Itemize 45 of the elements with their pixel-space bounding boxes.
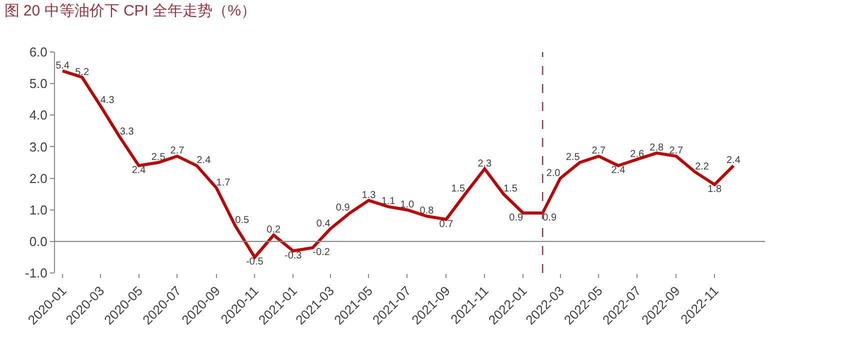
data-label: 0.8 — [420, 206, 434, 217]
data-label: 2.4 — [196, 155, 212, 166]
data-label: 2.5 — [151, 152, 166, 163]
data-label: 0.9 — [542, 212, 557, 224]
data-label: -0.5 — [246, 256, 264, 268]
data-label: 2.4 — [132, 165, 146, 176]
data-label: 2.7 — [669, 146, 684, 157]
data-label: 2.0 — [546, 168, 561, 179]
data-label: 3.3 — [120, 126, 134, 138]
data-label: 0.9 — [336, 202, 350, 214]
data-label: 0.5 — [235, 215, 250, 226]
data-label: 1.8 — [708, 184, 722, 196]
chart-title: 图 20 中等油价下 CPI 全年走势（%） — [4, 2, 256, 20]
data-label: 4.3 — [100, 95, 115, 106]
data-label: 2.4 — [726, 155, 741, 166]
data-label: 5.4 — [56, 60, 70, 72]
data-label: 2.4 — [611, 165, 626, 176]
data-label: 2.7 — [592, 146, 606, 157]
data-label: 0.7 — [439, 218, 454, 230]
data-label: 1.7 — [216, 177, 231, 188]
data-label: -0.2 — [312, 247, 330, 258]
y-tick-label: 1.0 — [29, 202, 48, 218]
y-tick-label: 2.0 — [29, 170, 48, 186]
data-label: 1.3 — [362, 190, 376, 201]
y-tick-label: 4.0 — [29, 108, 48, 123]
data-label: 1.0 — [400, 199, 415, 210]
data-label: 1.1 — [381, 196, 396, 208]
data-label: 1.5 — [451, 184, 466, 195]
data-label: -0.3 — [284, 250, 302, 262]
data-label: 2.6 — [630, 148, 644, 160]
data-label: 2.3 — [478, 158, 492, 170]
data-label: 2.8 — [650, 142, 664, 154]
data-label: 2.2 — [695, 161, 710, 172]
y-tick-label: 3.0 — [29, 139, 48, 154]
y-tick-label: -1.0 — [24, 266, 48, 281]
data-label: 1.5 — [504, 184, 518, 195]
y-tick-label: 5.0 — [29, 76, 48, 92]
y-tick-label: 6.0 — [29, 44, 48, 60]
data-label: 2.7 — [170, 146, 185, 157]
data-label: 2.5 — [566, 152, 580, 163]
data-label: 5.2 — [75, 66, 90, 78]
y-tick-label: 0.0 — [29, 234, 48, 249]
data-label: 0.9 — [509, 212, 524, 224]
data-label: 0.2 — [266, 224, 281, 236]
data-label: 0.4 — [316, 218, 331, 230]
